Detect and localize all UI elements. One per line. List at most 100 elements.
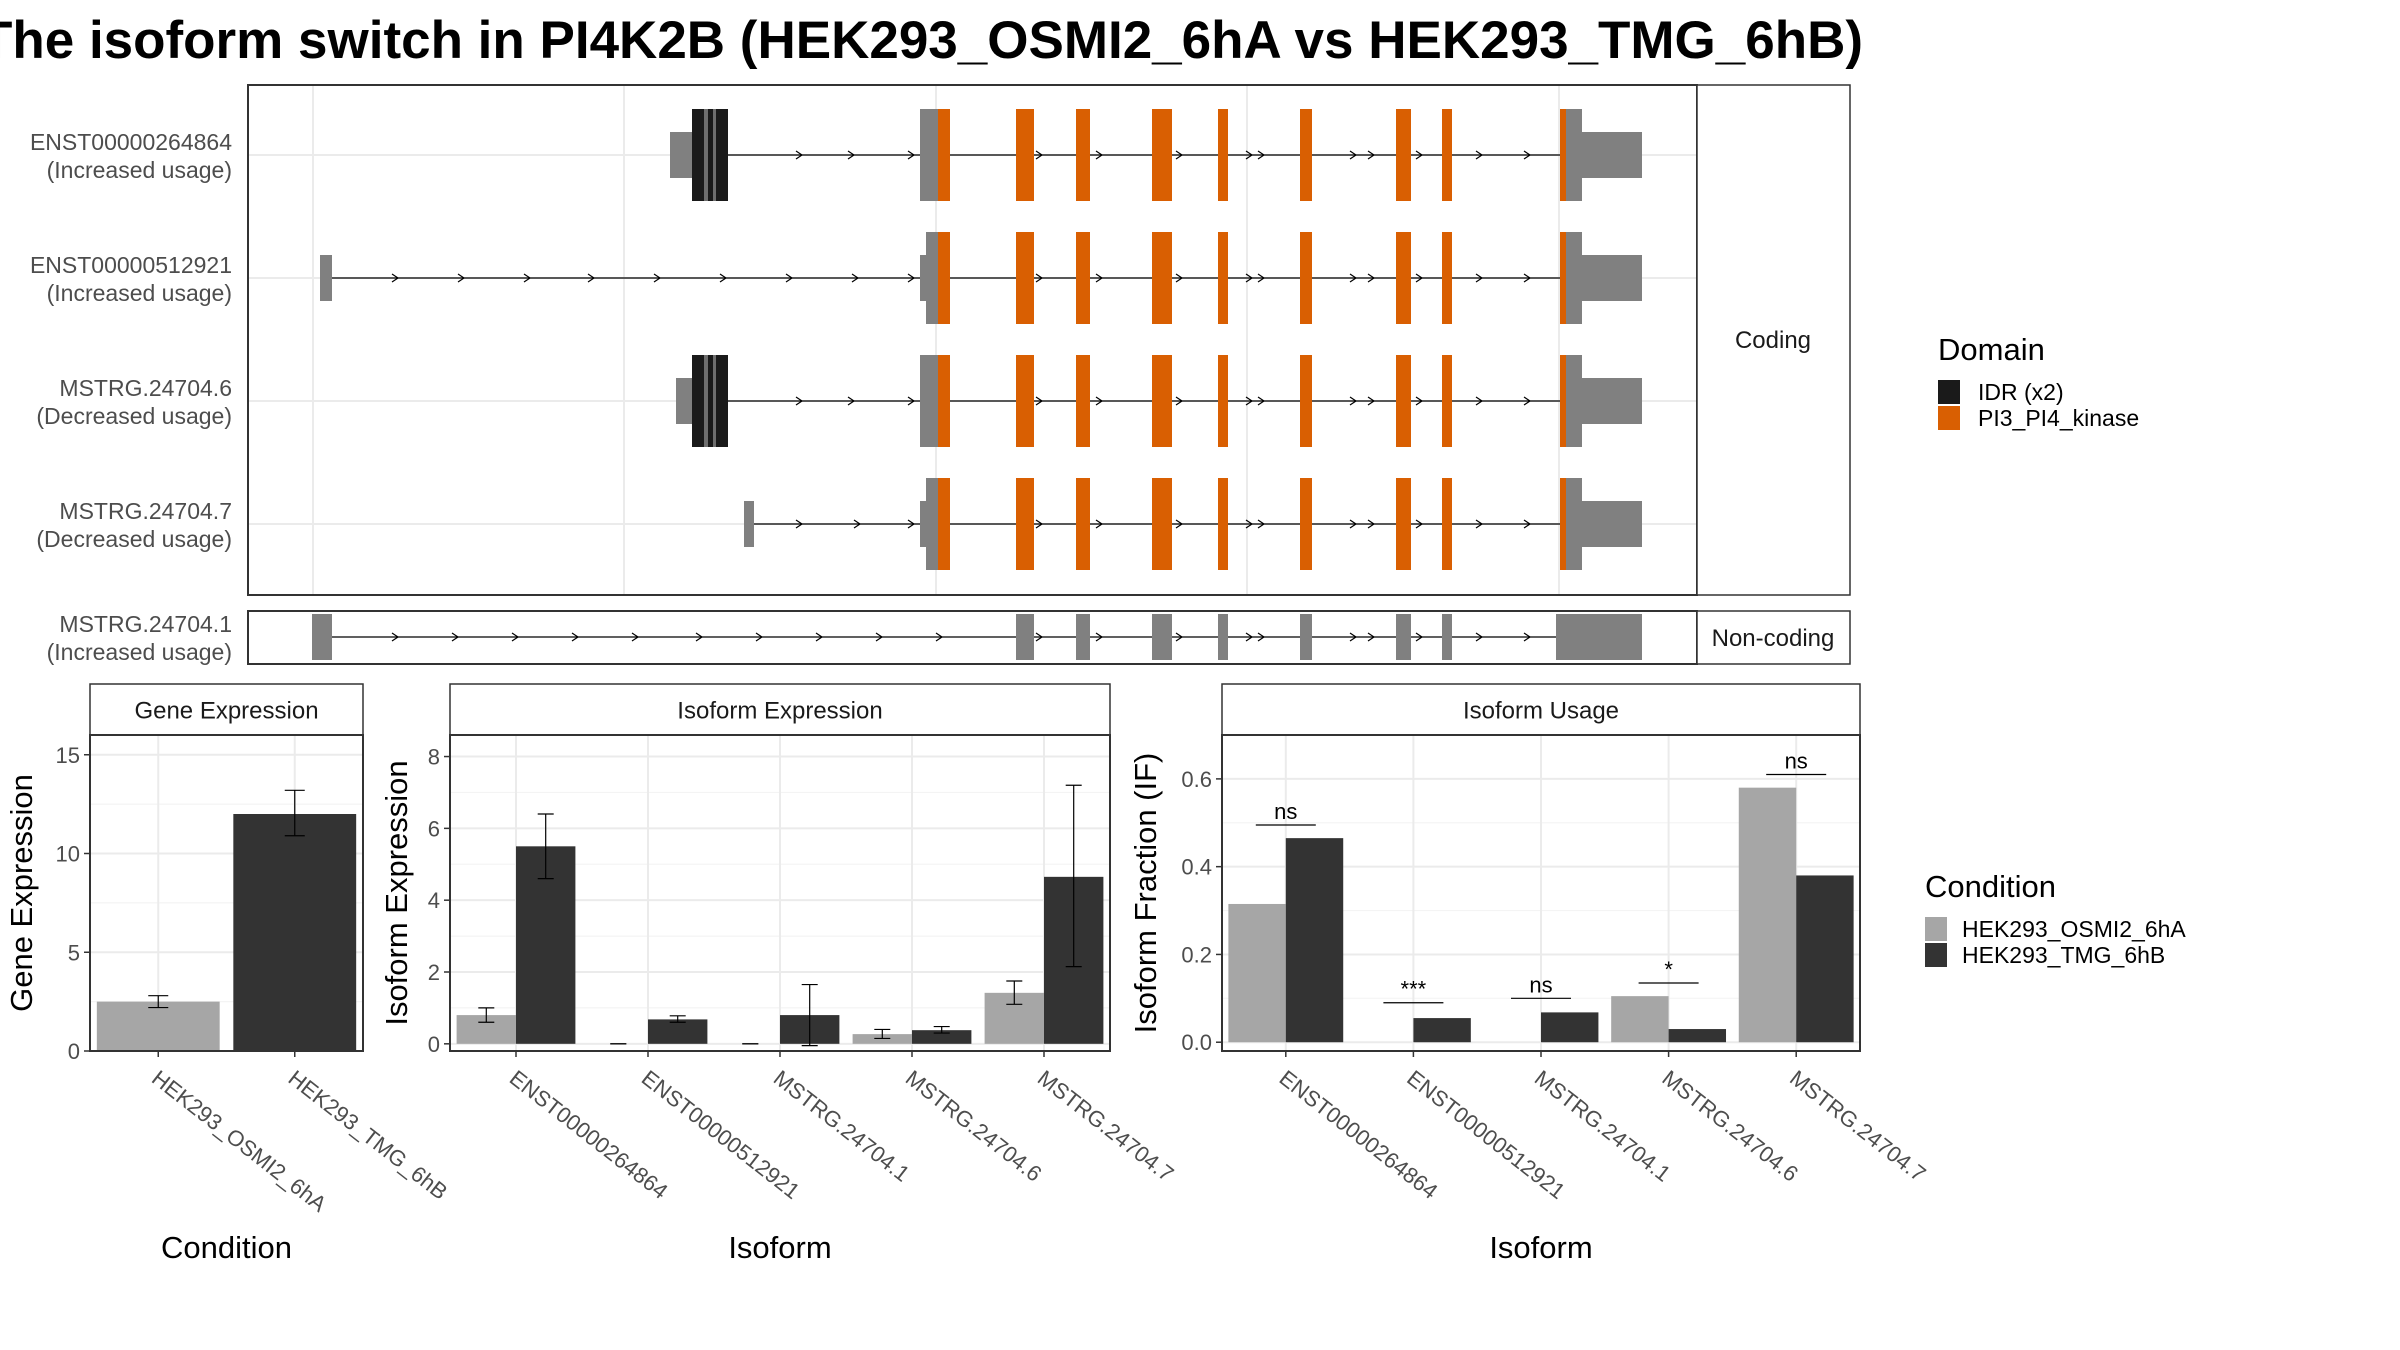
- bar-HEK293_OSMI2_6hA-MSTRG.24704.7: [1738, 787, 1797, 1043]
- coding-exon-grey: [1566, 232, 1582, 324]
- x-tick-label: MSTRG.24704.1: [769, 1065, 914, 1186]
- condition-legend-label-b: HEK293_TMG_6hB: [1962, 942, 2165, 968]
- kinase-exon: [1396, 232, 1411, 324]
- kinase-exon: [1016, 355, 1034, 447]
- idr-exon: [692, 355, 728, 447]
- bar-HEK293_TMG_6hB-MSTRG.24704.6: [912, 1030, 972, 1044]
- bar-HEK293_TMG_6hB-ENST00000512921: [1413, 1018, 1471, 1043]
- y-tick-label: 2: [428, 960, 440, 985]
- intron-arrow: [1415, 150, 1424, 160]
- intron-arrow: [511, 632, 520, 642]
- intron-arrow: [1095, 273, 1104, 283]
- domain-legend: Domain IDR (x2) PI3_PI4_kinase: [1938, 332, 2139, 431]
- kinase-exon: [1218, 355, 1228, 447]
- intron-arrow: [1175, 632, 1184, 642]
- intron-arrow: [1367, 273, 1376, 283]
- isoform-label-status: (Decreased usage): [36, 526, 232, 552]
- utr-5prime: [744, 501, 754, 547]
- kinase-exon: [1152, 355, 1172, 447]
- condition-legend-title: Condition: [1925, 869, 2056, 904]
- coding-exon-grey: [926, 478, 938, 570]
- coding-exon-grey: [1566, 355, 1582, 447]
- intron-arrow: [853, 519, 862, 529]
- intron-arrow: [1415, 632, 1424, 642]
- intron-arrow: [719, 273, 728, 283]
- intron-arrow: [1349, 273, 1358, 283]
- intron-arrow: [1415, 519, 1424, 529]
- intron-arrow: [755, 632, 764, 642]
- kinase-exon: [1152, 232, 1172, 324]
- y-tick-label: 0.2: [1181, 942, 1212, 967]
- intron-arrow: [1095, 150, 1104, 160]
- intron-arrow: [795, 396, 804, 406]
- intron-arrow: [795, 150, 804, 160]
- kinase-exon: [1218, 478, 1228, 570]
- y-tick-label: 0.4: [1181, 855, 1212, 880]
- isoform-label-status: (Increased usage): [47, 639, 232, 665]
- kinase-exon: [1152, 478, 1172, 570]
- intron-arrow: [1095, 396, 1104, 406]
- structure-row-ENST00000264864: [670, 109, 1642, 201]
- x-tick-label: MSTRG.24704.7: [1785, 1065, 1930, 1186]
- exon-boundary: [713, 109, 716, 201]
- intron-arrow: [1035, 519, 1044, 529]
- x-tick-label: MSTRG.24704.1: [1530, 1065, 1675, 1186]
- intron-arrow: [1175, 396, 1184, 406]
- noncoding-exon: [1152, 614, 1172, 660]
- utr-5prime: [676, 378, 692, 424]
- intron-arrow: [1035, 273, 1044, 283]
- intron-arrow: [847, 150, 856, 160]
- intron-arrow: [847, 396, 856, 406]
- intron-arrow: [1523, 396, 1532, 406]
- kinase-exon: [1396, 355, 1411, 447]
- kinase-exon: [1442, 109, 1452, 201]
- bar-HEK293_OSMI2_6hA-ENST00000264864: [1228, 903, 1286, 1043]
- y-tick-label: 15: [56, 743, 80, 768]
- intron-arrow: [1475, 519, 1484, 529]
- intron-arrow: [1035, 150, 1044, 160]
- structure-row-MSTRG.24704.1: [312, 614, 1642, 660]
- coding-exon-grey: [1566, 478, 1582, 570]
- isoform-label-id: MSTRG.24704.1: [59, 611, 232, 637]
- structure-row-MSTRG.24704.7: [744, 478, 1642, 570]
- bar-HEK293_TMG_6hB-MSTRG.24704.7: [1796, 875, 1854, 1043]
- significance-label: ns: [1785, 749, 1808, 774]
- y-axis-label: Gene Expression: [4, 774, 39, 1012]
- kinase-exon: [938, 355, 950, 447]
- coding-strip: Coding: [1696, 84, 1851, 596]
- bar-HEK293_OSMI2_6hA: [96, 1001, 220, 1051]
- intron-arrow: [907, 150, 916, 160]
- bar-HEK293_TMG_6hB-MSTRG.24704.1: [1541, 1012, 1599, 1043]
- coding-exon-grey: [920, 355, 938, 447]
- bar-HEK293_OSMI2_6hA-MSTRG.24704.6: [1611, 996, 1669, 1043]
- kinase-exon: [1152, 109, 1172, 201]
- intron-arrow: [1245, 632, 1254, 642]
- intron-arrow: [653, 273, 662, 283]
- noncoding-exon: [1218, 614, 1228, 660]
- intron-arrow: [875, 632, 884, 642]
- panel-strip: [449, 683, 1111, 736]
- intron-arrow: [1175, 273, 1184, 283]
- intron-arrow: [1257, 519, 1266, 529]
- intron-arrow: [1349, 396, 1358, 406]
- utr-5prime-2: [920, 255, 928, 301]
- noncoding-exon: [1396, 614, 1411, 660]
- kinase-exon: [1560, 478, 1566, 570]
- utr-5prime: [670, 132, 692, 178]
- kinase-exon: [1396, 109, 1411, 201]
- intron-arrow: [1257, 273, 1266, 283]
- kinase-exon: [1076, 232, 1090, 324]
- intron-arrow: [1035, 396, 1044, 406]
- kinase-exon: [938, 232, 950, 324]
- isoform-label-status: (Decreased usage): [36, 403, 232, 429]
- domain-legend-title: Domain: [1938, 332, 2045, 367]
- utr-3prime: [1582, 501, 1642, 547]
- noncoding-panel-bg: [248, 657, 1697, 664]
- kinase-exon: [1218, 232, 1228, 324]
- intron-arrow: [795, 519, 804, 529]
- idr-exon: [692, 109, 728, 201]
- bar-HEK293_TMG_6hB-ENST00000264864: [1285, 838, 1344, 1043]
- intron-arrow: [1367, 519, 1376, 529]
- expression-panels: Gene Expression051015HEK293_OSMI2_6hAHEK…: [4, 683, 1931, 1265]
- panel-isoform-expression: Isoform Expression02468ENST00000264864EN…: [379, 683, 1178, 1265]
